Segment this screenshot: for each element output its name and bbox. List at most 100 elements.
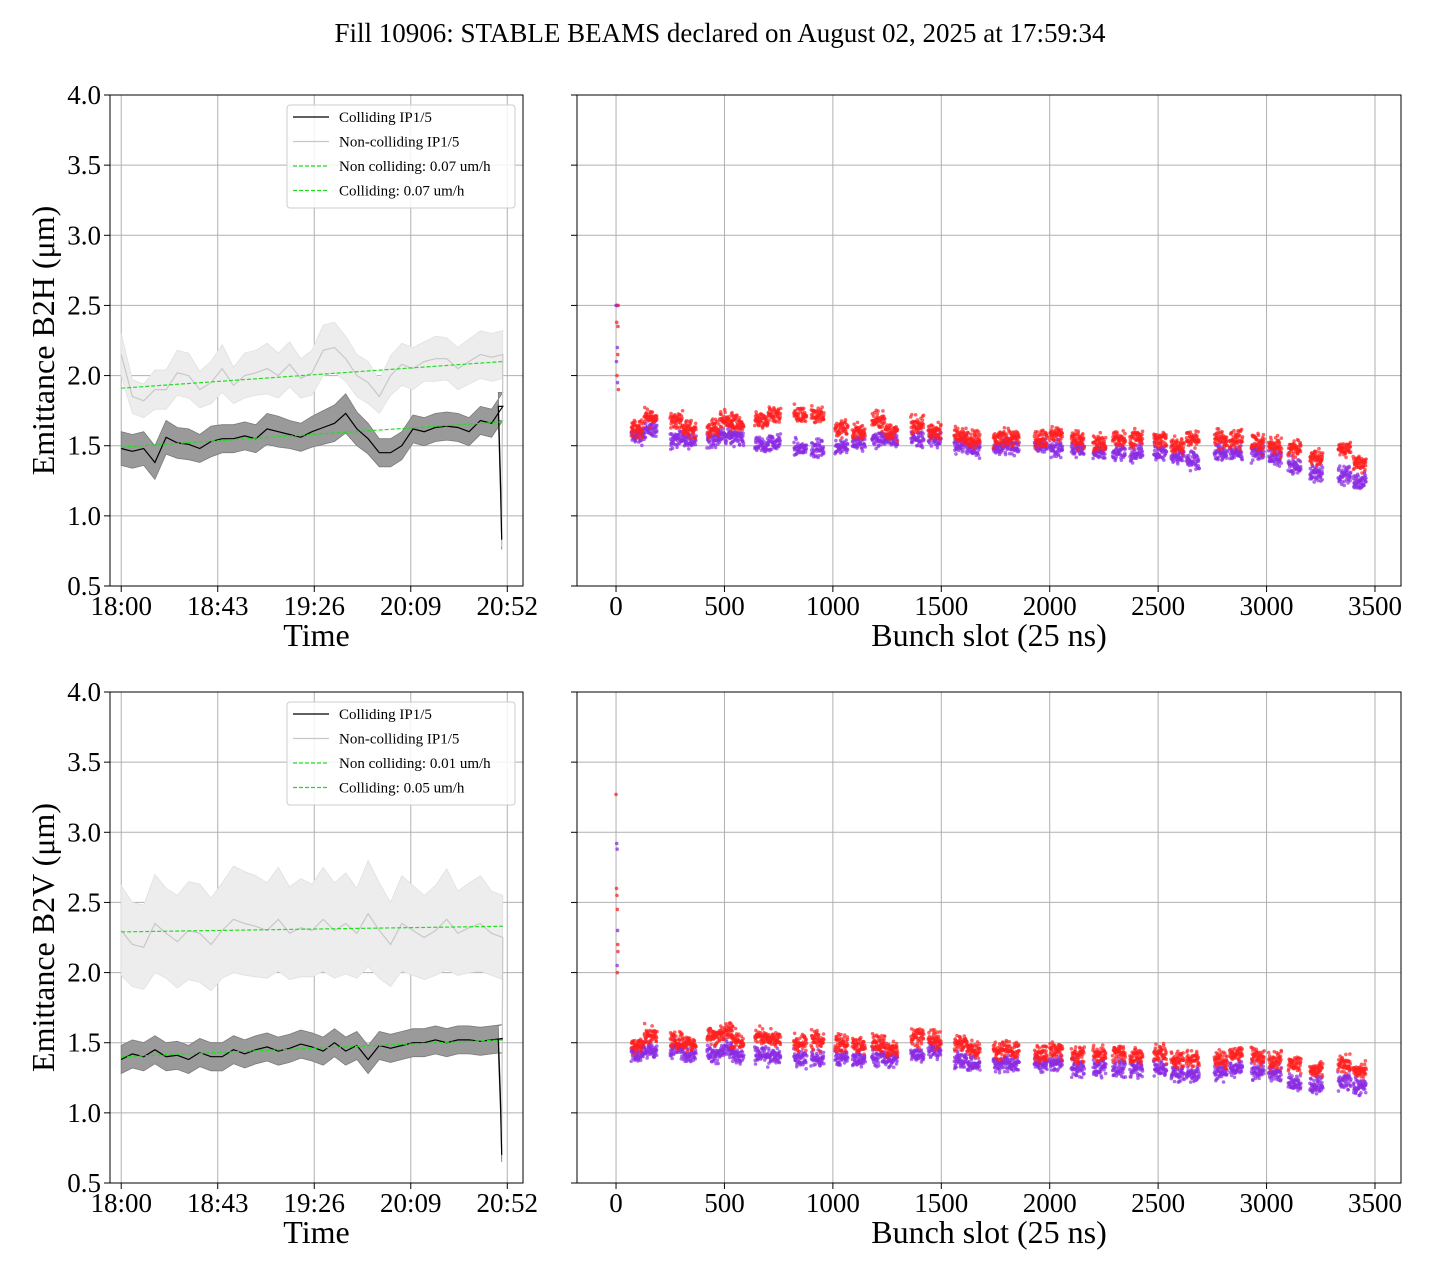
scatter-point: [1299, 467, 1303, 472]
scatter-point: [1298, 459, 1303, 464]
scatter-point: [654, 1044, 659, 1048]
scatter-point: [1033, 443, 1038, 448]
scatter-point: [762, 1040, 766, 1045]
scatter-point: [654, 1047, 659, 1052]
scatter-point: [734, 1043, 739, 1047]
scatter-point: [804, 1037, 809, 1042]
scatter-point: [1193, 446, 1197, 450]
scatter-point: [822, 1037, 826, 1042]
scatter-point: [638, 1050, 643, 1054]
scatter-point: [1132, 426, 1137, 431]
scatter-point: [769, 447, 774, 452]
scatter-point: [859, 442, 863, 447]
scatter-point: [871, 414, 876, 418]
x-tick-label: 2500: [1131, 591, 1185, 621]
scatter-point: [1012, 453, 1017, 458]
scatter-point: [969, 432, 973, 437]
scatter-point: [1291, 451, 1296, 456]
scatter-point: [752, 423, 757, 428]
y-axis-label: Emittance B2H (μm): [25, 206, 61, 476]
y-tick-label: 3.0: [67, 220, 101, 250]
scatter-point: [928, 437, 933, 441]
y-tick-label: 0.5: [67, 1168, 101, 1198]
scatter-point: [878, 443, 883, 447]
scatter-point: [741, 1053, 746, 1058]
scatter-point: [638, 1058, 643, 1063]
scatter-point: [640, 443, 644, 448]
scatter-point: [1123, 453, 1127, 457]
scatter-point: [730, 410, 734, 415]
scatter-point: [1197, 439, 1201, 444]
legend-box: [286, 104, 516, 209]
scatter-point: [953, 424, 958, 429]
scatter-point: [1140, 453, 1145, 458]
scatter-point: [1060, 444, 1065, 449]
scatter-point: [853, 434, 858, 439]
scatter-point: [1074, 455, 1079, 460]
scatter-point: [1056, 453, 1061, 457]
scatter-point: [910, 431, 914, 436]
scatter-point: [821, 450, 826, 454]
scatter-point: [1015, 438, 1020, 442]
scatter-point: [1091, 456, 1095, 461]
scatter-point: [1016, 441, 1021, 446]
scatter-point: [1123, 431, 1127, 436]
scatter-point: [766, 421, 770, 426]
scatter-point: [821, 413, 826, 418]
scatter-point: [1188, 468, 1193, 473]
scatter-point: [845, 432, 849, 436]
scatter-point: [1162, 458, 1166, 462]
scatter-point: [631, 432, 635, 437]
scatter-point: [1342, 483, 1347, 488]
scatter-point: [732, 444, 736, 449]
legend-entry: Colliding IP1/5: [339, 707, 432, 723]
scatter-point: [863, 427, 867, 431]
scatter-point: [616, 949, 620, 954]
scatter-point: [855, 420, 860, 425]
scatter-point: [680, 408, 685, 413]
scatter-point: [813, 1062, 818, 1067]
scatter-point: [1279, 436, 1284, 440]
scatter-point: [845, 447, 850, 452]
scatter-point: [935, 445, 940, 450]
scatter-point: [1072, 452, 1077, 456]
legend-entry: Colliding: 0.05 um/h: [339, 781, 465, 797]
scatter-point: [889, 423, 893, 428]
scatter-point: [1320, 451, 1325, 455]
scatter-point: [1217, 447, 1222, 451]
scatter-point: [634, 435, 638, 440]
scatter-point: [804, 446, 809, 451]
scatter-point: [715, 1058, 720, 1063]
scatter-point: [1338, 452, 1342, 457]
scatter-point: [1044, 432, 1049, 436]
scatter-point: [1140, 449, 1144, 454]
scatter-point: [860, 436, 865, 441]
scatter-point: [1363, 460, 1368, 465]
scatter-point: [741, 1042, 746, 1047]
scatter-point: [978, 440, 982, 444]
scatter-point: [803, 419, 808, 424]
scatter-point: [687, 1036, 692, 1040]
legend-entry: Non colliding: 0.07 um/h: [339, 159, 491, 175]
scatter-point: [1216, 427, 1221, 431]
scatter-point: [676, 1047, 680, 1051]
scatter-point: [1273, 451, 1278, 455]
scatter-point: [741, 441, 746, 445]
scatter-point: [767, 418, 771, 422]
scatter-point: [1011, 442, 1016, 446]
scatter-point: [1216, 457, 1220, 462]
scatter-point: [966, 431, 970, 435]
scatter-point: [1338, 464, 1342, 468]
scatter-point: [649, 1043, 654, 1047]
scatter-point: [615, 970, 620, 975]
scatter-point: [834, 1035, 839, 1039]
scatter-point: [737, 1032, 741, 1036]
scatter-point: [1268, 435, 1273, 440]
scatter-point: [895, 439, 900, 443]
scatter-point: [1256, 433, 1261, 437]
scatter-point: [669, 411, 673, 416]
fit-line: [121, 1039, 503, 1058]
scatter-point: [1220, 429, 1224, 434]
colliding-line: [121, 405, 504, 540]
plot-area: [614, 792, 1369, 1098]
